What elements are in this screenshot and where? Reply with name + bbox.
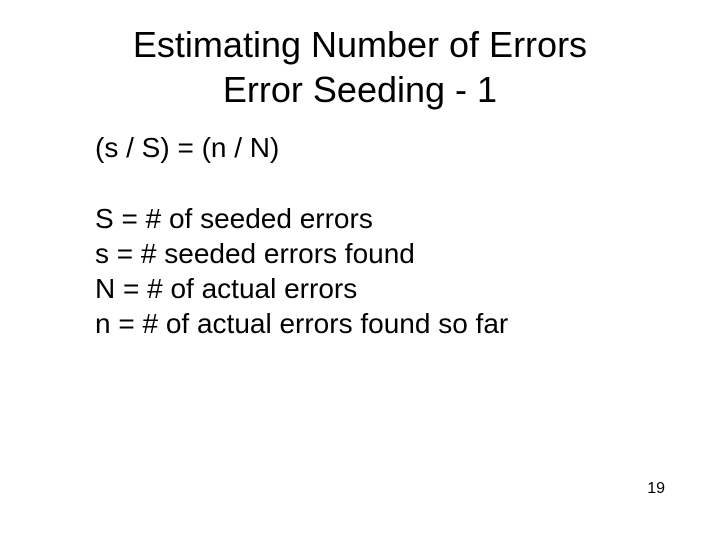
definition-s: s = # seeded errors found [95, 236, 630, 271]
definition-S: S = # of seeded errors [95, 201, 630, 236]
definition-n: n = # of actual errors found so far [95, 306, 630, 341]
page-number: 19 [647, 480, 665, 498]
definition-N: N = # of actual errors [95, 271, 630, 306]
slide-title: Estimating Number of Errors Error Seedin… [0, 0, 720, 112]
title-line-2: Error Seeding - 1 [0, 67, 720, 112]
equation-line: (s / S) = (n / N) [95, 130, 630, 165]
slide-body: (s / S) = (n / N) S = # of seeded errors… [0, 112, 720, 341]
slide: Estimating Number of Errors Error Seedin… [0, 0, 720, 540]
spacer [95, 165, 630, 201]
title-line-1: Estimating Number of Errors [0, 22, 720, 67]
